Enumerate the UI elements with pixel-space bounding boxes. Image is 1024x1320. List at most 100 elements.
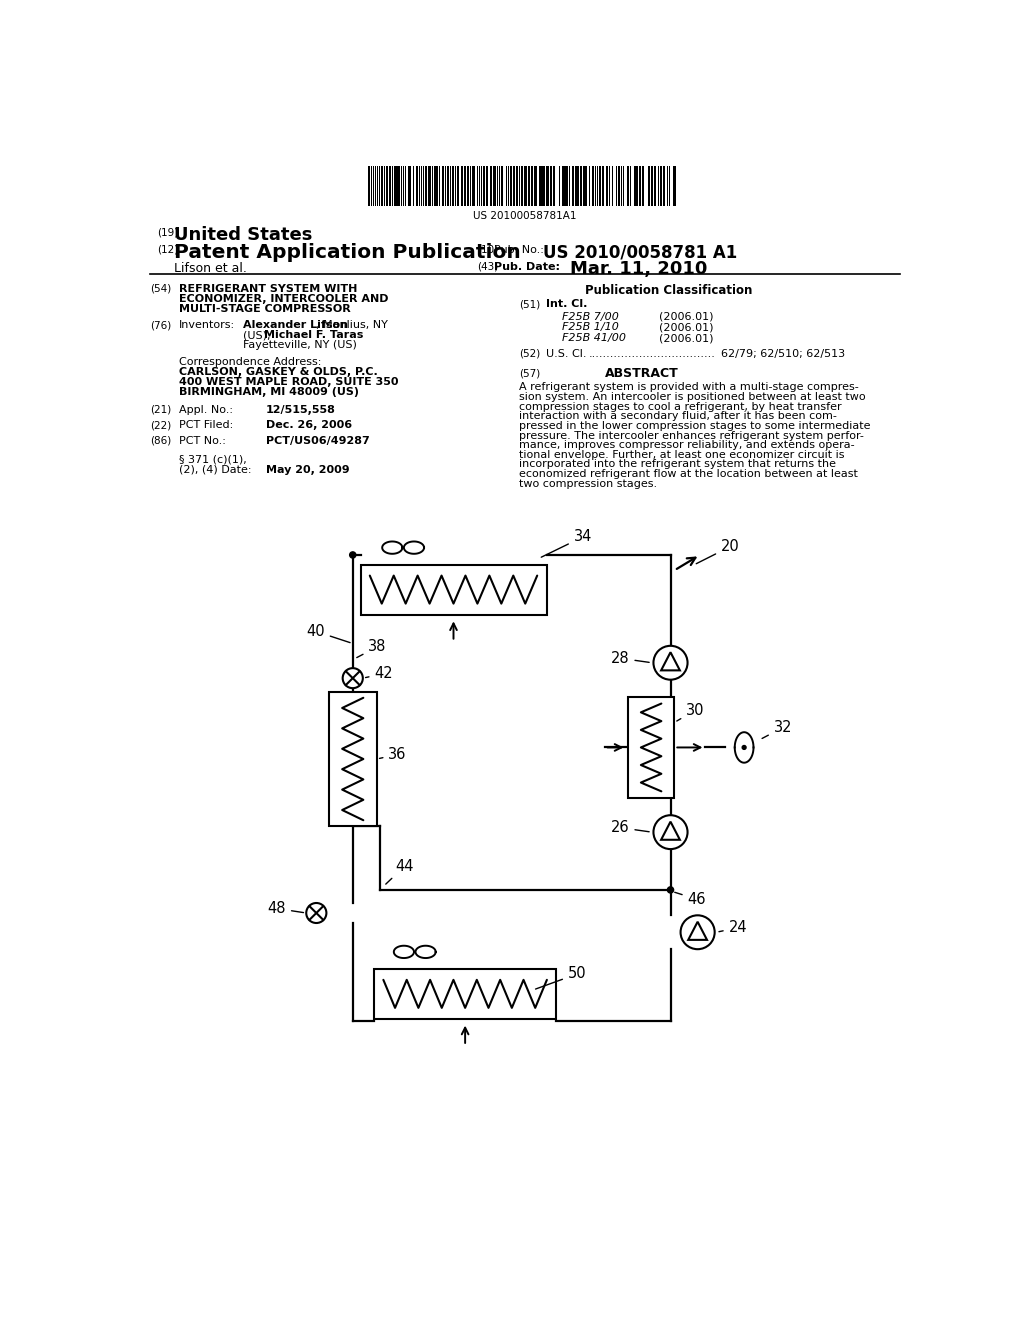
Bar xyxy=(425,166,427,206)
Text: Michael F. Taras: Michael F. Taras xyxy=(264,330,364,341)
Text: incorporated into the refrigerant system that returns the: incorporated into the refrigerant system… xyxy=(519,459,837,470)
Bar xyxy=(329,692,377,826)
Text: 46: 46 xyxy=(675,892,707,907)
Text: Lifson et al.: Lifson et al. xyxy=(174,261,248,275)
Text: pressure. The intercooler enhances refrigerant system perfor-: pressure. The intercooler enhances refri… xyxy=(519,430,864,441)
Text: Correspondence Address:: Correspondence Address: xyxy=(179,358,322,367)
Text: 62/79; 62/510; 62/513: 62/79; 62/510; 62/513 xyxy=(721,348,845,359)
Text: 30: 30 xyxy=(677,702,705,721)
Bar xyxy=(654,166,655,206)
Circle shape xyxy=(742,746,746,750)
Bar xyxy=(447,166,449,206)
Bar xyxy=(395,166,397,206)
Text: 34: 34 xyxy=(542,529,592,557)
Text: 36: 36 xyxy=(380,747,407,762)
Bar xyxy=(404,166,407,206)
Text: (2), (4) Date:: (2), (4) Date: xyxy=(179,465,252,475)
Bar xyxy=(521,166,523,206)
Bar xyxy=(470,166,471,206)
Text: Fayetteville, NY (US): Fayetteville, NY (US) xyxy=(243,341,356,350)
Bar xyxy=(599,166,601,206)
Text: F25B 41/00: F25B 41/00 xyxy=(562,333,626,343)
Bar xyxy=(531,166,534,206)
Text: § 371 (c)(1),: § 371 (c)(1), xyxy=(179,455,247,465)
Bar xyxy=(452,166,454,206)
Bar xyxy=(360,565,547,615)
Bar xyxy=(550,166,552,206)
Text: 400 WEST MAPLE ROAD, SUITE 350: 400 WEST MAPLE ROAD, SUITE 350 xyxy=(179,378,398,387)
Bar xyxy=(384,166,385,206)
Text: (10): (10) xyxy=(477,244,498,255)
Bar xyxy=(386,166,388,206)
Bar xyxy=(663,166,665,206)
Bar xyxy=(575,166,578,206)
Bar xyxy=(389,166,391,206)
Text: pressed in the lower compression stages to some intermediate: pressed in the lower compression stages … xyxy=(519,421,870,430)
Bar xyxy=(628,697,675,797)
Text: 32: 32 xyxy=(762,719,793,738)
Circle shape xyxy=(306,903,327,923)
Text: May 20, 2009: May 20, 2009 xyxy=(266,465,349,475)
Bar xyxy=(369,166,370,206)
Bar xyxy=(602,166,604,206)
Text: (51): (51) xyxy=(519,300,541,309)
Bar xyxy=(371,166,372,206)
Bar xyxy=(675,166,676,206)
Text: mance, improves compressor reliability, and extends opera-: mance, improves compressor reliability, … xyxy=(519,441,855,450)
Text: 20: 20 xyxy=(696,539,739,564)
Text: (2006.01): (2006.01) xyxy=(658,333,714,343)
Text: F25B 1/10: F25B 1/10 xyxy=(562,322,618,333)
Text: Inventors:: Inventors: xyxy=(179,321,236,330)
Text: economized refrigerant flow at the location between at least: economized refrigerant flow at the locat… xyxy=(519,469,858,479)
Bar xyxy=(477,166,478,206)
Text: 44: 44 xyxy=(386,858,414,884)
Text: PCT Filed:: PCT Filed: xyxy=(179,420,233,430)
Text: 48: 48 xyxy=(267,902,303,916)
Text: (2006.01): (2006.01) xyxy=(658,322,714,333)
Bar xyxy=(636,166,638,206)
Bar xyxy=(559,166,560,206)
Text: (52): (52) xyxy=(519,348,541,359)
Text: A refrigerant system is provided with a multi-stage compres-: A refrigerant system is provided with a … xyxy=(519,383,859,392)
Text: 12/515,558: 12/515,558 xyxy=(266,405,336,414)
Circle shape xyxy=(668,887,674,892)
Circle shape xyxy=(653,645,687,680)
Bar xyxy=(648,166,650,206)
Text: Pub. No.:: Pub. No.: xyxy=(494,244,544,255)
Text: MULTI-STAGE COMPRESSOR: MULTI-STAGE COMPRESSOR xyxy=(179,304,351,314)
Text: REFRIGERANT SYSTEM WITH: REFRIGERANT SYSTEM WITH xyxy=(179,284,357,294)
Text: CARLSON, GASKEY & OLDS, P.C.: CARLSON, GASKEY & OLDS, P.C. xyxy=(179,367,378,378)
Text: Appl. No.:: Appl. No.: xyxy=(179,405,233,414)
Bar xyxy=(606,166,607,206)
Text: (21): (21) xyxy=(150,405,171,414)
Bar xyxy=(634,166,636,206)
Bar xyxy=(486,166,488,206)
Polygon shape xyxy=(662,652,680,671)
Bar xyxy=(398,166,400,206)
Bar xyxy=(627,166,630,206)
Text: (43): (43) xyxy=(477,261,498,272)
Text: (19): (19) xyxy=(158,227,179,238)
Text: Alexander Lifson: Alexander Lifson xyxy=(243,321,348,330)
Text: Dec. 26, 2006: Dec. 26, 2006 xyxy=(266,420,352,430)
Bar xyxy=(381,166,383,206)
Text: tional envelope. Further, at least one economizer circuit is: tional envelope. Further, at least one e… xyxy=(519,450,845,459)
Bar xyxy=(608,166,610,206)
Text: 50: 50 xyxy=(536,966,587,989)
Text: (US);: (US); xyxy=(243,330,273,341)
Circle shape xyxy=(681,915,715,949)
Text: compression stages to cool a refrigerant, by heat transfer: compression stages to cool a refrigerant… xyxy=(519,401,842,412)
Text: two compression stages.: two compression stages. xyxy=(519,479,657,488)
Bar xyxy=(423,166,424,206)
Text: Patent Application Publication: Patent Application Publication xyxy=(174,243,521,263)
Bar xyxy=(535,166,536,206)
Bar xyxy=(493,166,495,206)
Bar xyxy=(572,166,573,206)
Bar xyxy=(515,166,518,206)
Bar xyxy=(480,166,482,206)
Bar xyxy=(564,166,566,206)
Text: (12): (12) xyxy=(158,244,179,255)
Text: sion system. An intercooler is positioned between at least two: sion system. An intercooler is positione… xyxy=(519,392,866,403)
Bar xyxy=(464,166,466,206)
Text: ...................................: ................................... xyxy=(589,348,716,359)
